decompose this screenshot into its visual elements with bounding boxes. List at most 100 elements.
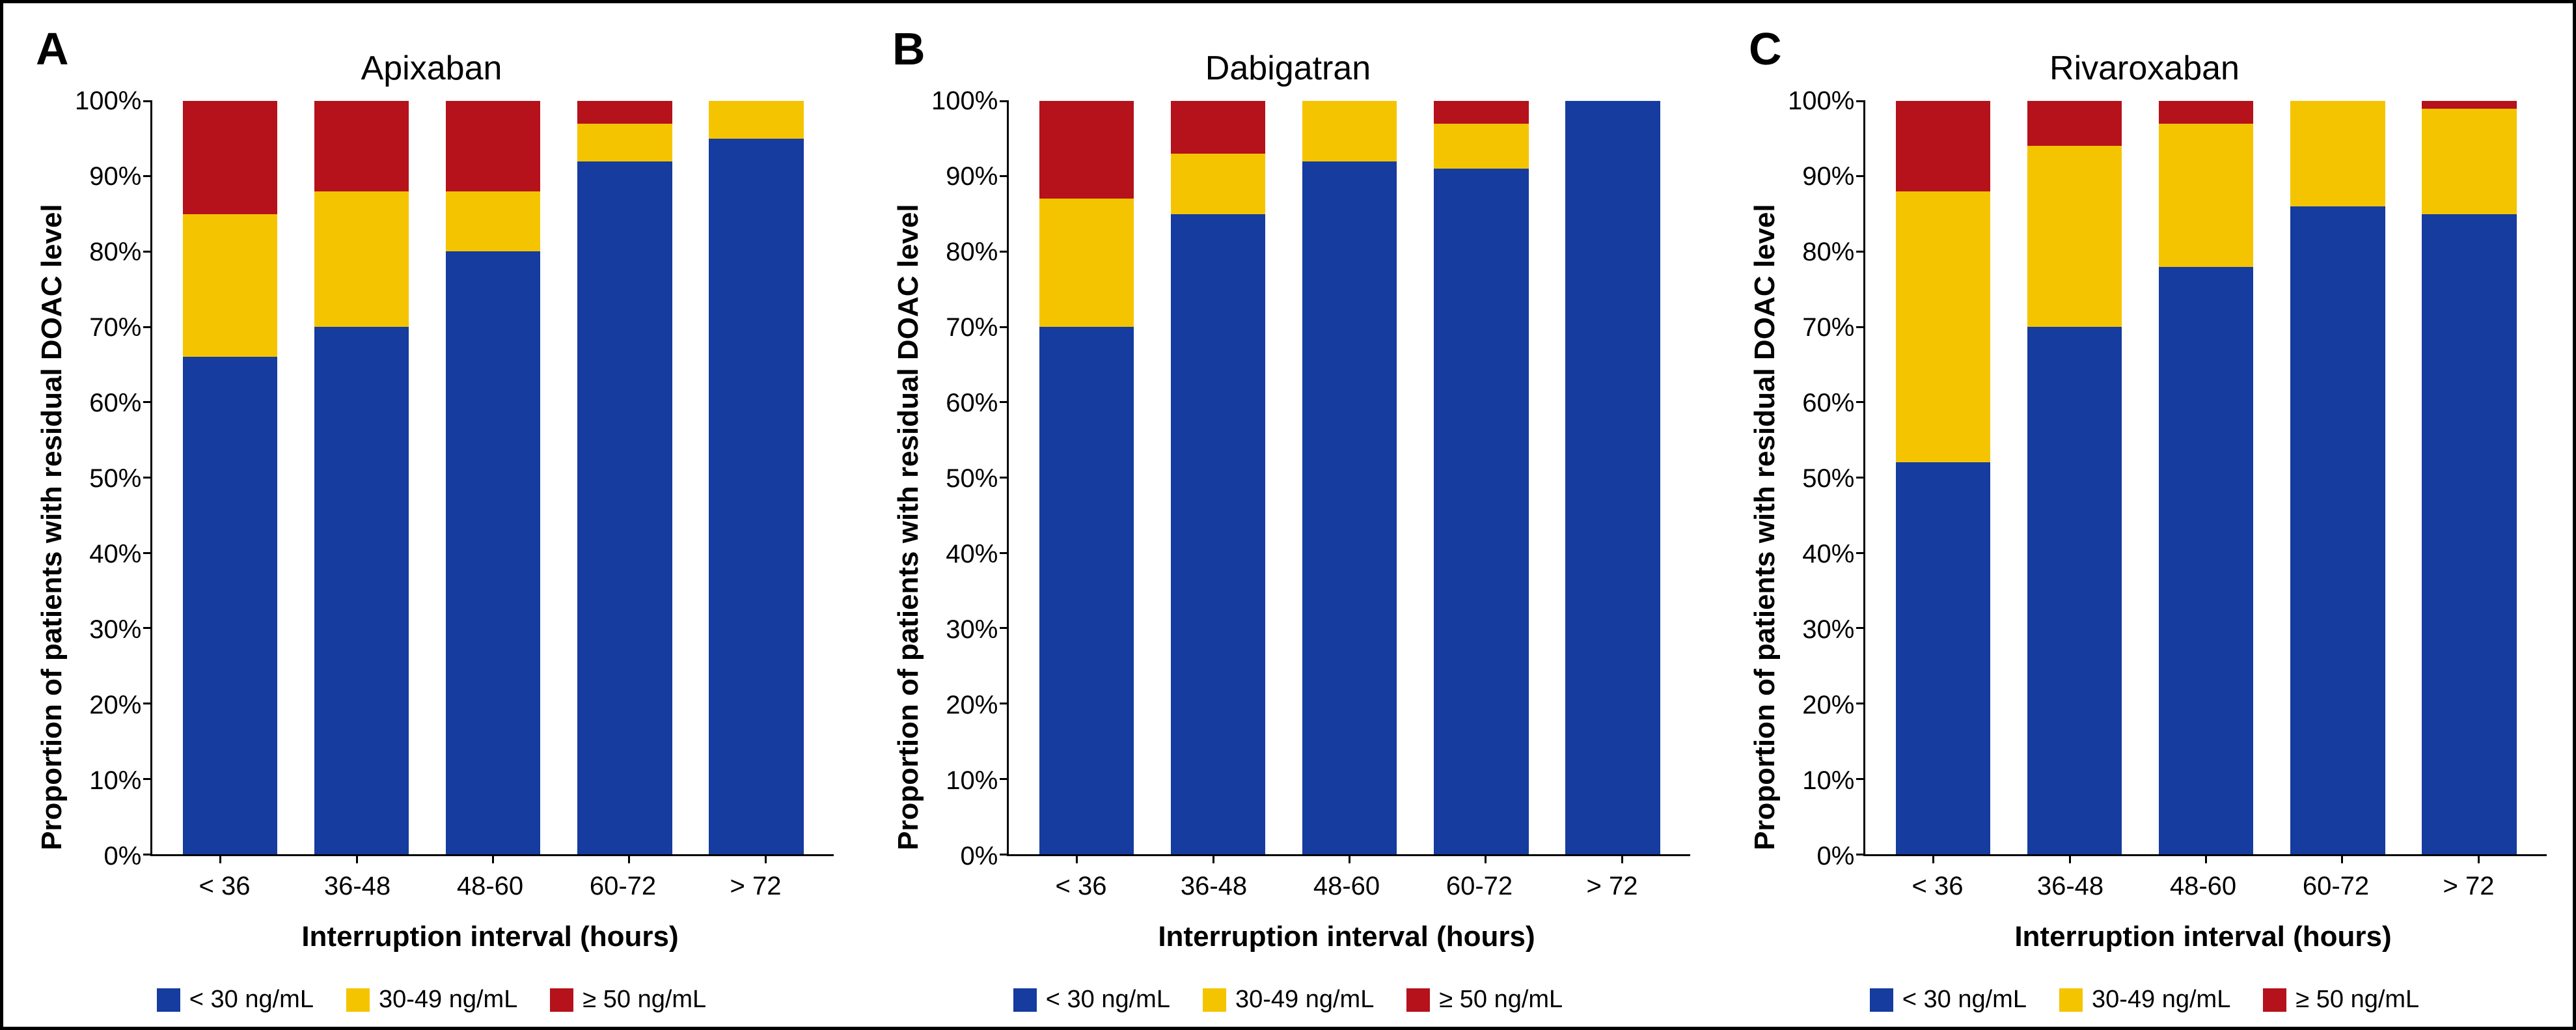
bar-segment-high <box>446 101 541 191</box>
y-tick-mark <box>143 477 152 479</box>
plot-area: 0%10%20%30%40%50%60%70%80%90%100% <box>75 101 834 856</box>
legend-item-high: ≥ 50 ng/mL <box>550 986 706 1014</box>
bar-segment-mid <box>1039 199 1134 327</box>
bar-segment-low <box>2027 327 2122 854</box>
bar-segment-high <box>2159 101 2254 124</box>
plot-column: 0%10%20%30%40%50%60%70%80%90%100%< 3636-… <box>1788 101 2547 953</box>
chart-wrap: Proportion of patients with residual DOA… <box>1742 101 2547 953</box>
panel-b: BDabigatranProportion of patients with r… <box>860 3 1716 1027</box>
y-tick-mark <box>1856 175 1865 177</box>
legend-item-mid: 30-49 ng/mL <box>1203 986 1374 1014</box>
figure-frame: AApixabanProportion of patients with res… <box>0 0 2576 1030</box>
bar-segment-high <box>183 101 278 214</box>
y-tick-mark <box>143 552 152 554</box>
bars-box <box>150 101 834 856</box>
stacked-bar <box>2290 101 2385 854</box>
x-ticks: < 3636-4848-6060-72> 72 <box>1859 856 2547 901</box>
x-tick-mark <box>492 854 494 863</box>
x-tick: < 36 <box>1871 872 2004 901</box>
x-ticks: < 3636-4848-6060-72> 72 <box>146 856 834 901</box>
y-tick-mark <box>1856 854 1865 856</box>
x-tick-mark <box>628 854 630 863</box>
bar-segment-low <box>2159 267 2254 854</box>
legend-label: ≥ 50 ng/mL <box>582 986 706 1014</box>
stacked-bar <box>183 101 278 854</box>
bar-segment-mid <box>1302 101 1397 161</box>
stacked-bar <box>577 101 672 854</box>
bars-box <box>1007 101 1690 856</box>
x-ticks-row: < 3636-4848-6060-72> 72 <box>1788 856 2547 901</box>
y-tick-mark <box>1000 778 1009 780</box>
bar-segment-low <box>314 327 409 854</box>
x-axis-label: Interruption interval (hours) <box>146 921 834 953</box>
panel-c: CRivaroxabanProportion of patients with … <box>1716 3 2573 1027</box>
stacked-bar <box>2027 101 2122 854</box>
bar-segment-mid <box>2290 101 2385 206</box>
bar-segment-low <box>2290 206 2385 854</box>
x-tick: > 72 <box>1546 872 1679 901</box>
x-axis-label: Interruption interval (hours) <box>1859 921 2547 953</box>
legend-item-high: ≥ 50 ng/mL <box>2263 986 2419 1014</box>
legend-item-mid: 30-49 ng/mL <box>346 986 517 1014</box>
legend-label: ≥ 50 ng/mL <box>2295 986 2419 1014</box>
y-tick-mark <box>143 100 152 102</box>
x-tick-mark <box>1621 854 1623 863</box>
legend-swatch-low <box>1870 988 1893 1012</box>
bar-segment-mid <box>183 214 278 357</box>
bar-segment-mid <box>446 191 541 252</box>
y-tick-mark <box>143 326 152 328</box>
bar-segment-mid <box>1896 191 1991 463</box>
x-tick-mark <box>356 854 358 863</box>
legend-label: 30-49 ng/mL <box>2092 986 2230 1014</box>
y-tick-mark <box>143 854 152 856</box>
legend-label: 30-49 ng/mL <box>379 986 517 1014</box>
y-tick-mark <box>1856 251 1865 253</box>
panel-letter: C <box>1749 23 1782 75</box>
y-tick-mark <box>143 251 152 253</box>
bar-segment-mid <box>709 101 804 139</box>
legend-swatch-high <box>1406 988 1430 1012</box>
bar-segment-mid <box>1171 154 1266 214</box>
stacked-bar <box>709 101 804 854</box>
y-tick-mark <box>1000 552 1009 554</box>
panel-letter: B <box>892 23 925 75</box>
y-tick-mark <box>1856 326 1865 328</box>
legend-swatch-mid <box>2059 988 2083 1012</box>
x-ticks-row: < 3636-4848-6060-72> 72 <box>75 856 834 901</box>
x-tick-mark <box>1485 854 1487 863</box>
stacked-bar <box>1896 101 1991 854</box>
legend-item-low: < 30 ng/mL <box>157 986 314 1014</box>
x-ticks: < 3636-4848-6060-72> 72 <box>1003 856 1690 901</box>
x-axis-block: < 3636-4848-6060-72> 72 Interruption inte… <box>1788 856 2547 953</box>
y-axis-label: Proportion of patients with residual DOA… <box>1742 101 1788 953</box>
y-tick-mark <box>1856 477 1865 479</box>
stacked-bar <box>1565 101 1660 854</box>
bar-segment-low <box>1302 161 1397 854</box>
x-label-row: Interruption interval (hours) <box>931 901 1690 953</box>
bar-group <box>1877 101 2008 854</box>
x-tick: 36-48 <box>2004 872 2137 901</box>
spacer <box>75 901 146 953</box>
x-tick: 36-48 <box>1147 872 1280 901</box>
panel-a: AApixabanProportion of patients with res… <box>3 3 860 1027</box>
x-tick-mark <box>219 854 221 863</box>
y-tick-mark <box>143 778 152 780</box>
bars-box <box>1863 101 2547 856</box>
y-tick-mark <box>1000 477 1009 479</box>
legend-swatch-mid <box>346 988 370 1012</box>
bar-segment-low <box>446 251 541 854</box>
bar-segment-low <box>1434 169 1529 854</box>
legend: < 30 ng/mL 30-49 ng/mL ≥ 50 ng/mL <box>29 986 834 1014</box>
x-axis-block: < 3636-4848-6060-72> 72Interruption inte… <box>931 856 1690 953</box>
legend-label: < 30 ng/mL <box>189 986 314 1014</box>
bar-segment-low <box>1171 214 1266 854</box>
plot-area: 0%10%20%30%40%50%60%70%80%90%100% <box>1788 101 2547 856</box>
bar-group <box>295 101 427 854</box>
x-tick-mark <box>1932 854 1934 863</box>
bar-segment-low <box>183 357 278 854</box>
chart-wrap: Proportion of patients with residual DOA… <box>29 101 834 953</box>
legend-label: ≥ 50 ng/mL <box>1439 986 1563 1014</box>
panel-letter: A <box>36 23 69 75</box>
bar-segment-high <box>1896 101 1991 191</box>
legend-item-low: < 30 ng/mL <box>1013 986 1170 1014</box>
